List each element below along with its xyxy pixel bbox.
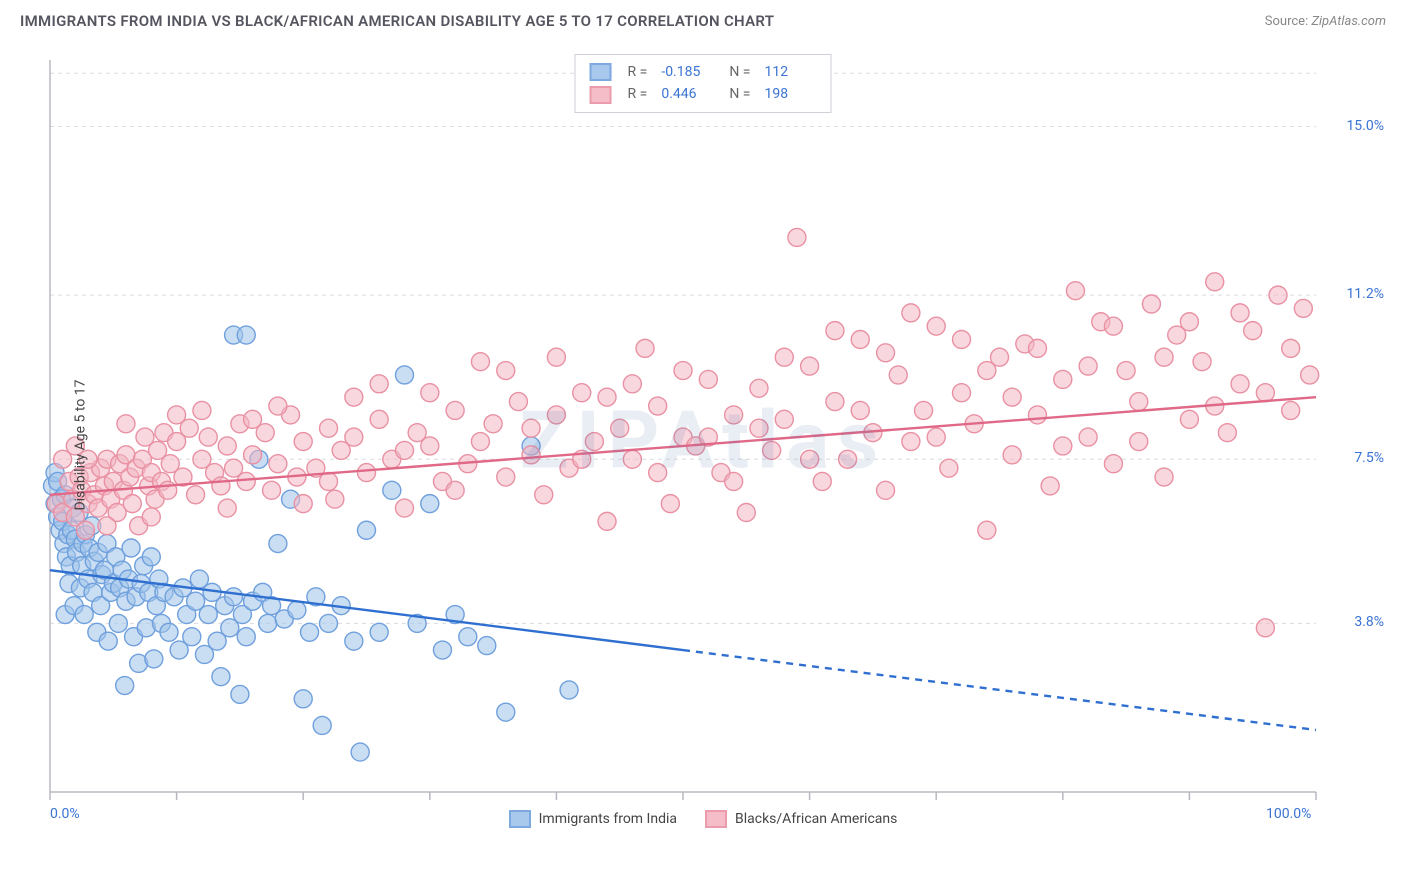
- r-label: R =: [628, 83, 648, 105]
- source-value: ZipAtlas.com: [1311, 14, 1386, 29]
- legend-row-series-0: R = -0.185 N = 112: [590, 61, 817, 83]
- legend-swatch-1: [590, 86, 612, 104]
- y-tick-label: 7.5%: [1354, 450, 1384, 466]
- n-value-0: 112: [764, 61, 816, 83]
- x-axis-min-label: 0.0%: [50, 806, 80, 822]
- chart-area: Disability Age 5 to 17 ZIPAtlas R = -0.1…: [20, 50, 1386, 840]
- n-value-1: 198: [764, 83, 816, 105]
- n-label: N =: [729, 61, 750, 83]
- chart-header: IMMIGRANTS FROM INDIA VS BLACK/AFRICAN A…: [0, 0, 1406, 38]
- chart-source: Source: ZipAtlas.com: [1265, 14, 1386, 29]
- legend-label-0: Immigrants from India: [539, 811, 677, 827]
- legend-row-series-1: R = 0.446 N = 198: [590, 83, 817, 105]
- r-value-1: 0.446: [661, 83, 713, 105]
- n-label: N =: [729, 83, 750, 105]
- series-legend: Immigrants from India Blacks/African Ame…: [20, 810, 1386, 828]
- legend-swatch-0: [590, 63, 612, 81]
- y-tick-label: 15.0%: [1346, 118, 1384, 134]
- y-tick-label: 11.2%: [1346, 286, 1384, 302]
- legend-swatch-bottom-0: [509, 810, 531, 828]
- r-value-0: -0.185: [661, 61, 713, 83]
- legend-item-0: Immigrants from India: [509, 810, 677, 828]
- y-axis-label: Disability Age 5 to 17: [73, 379, 89, 510]
- r-label: R =: [628, 61, 648, 83]
- correlation-legend: R = -0.185 N = 112 R = 0.446 N = 198: [575, 54, 832, 113]
- y-tick-label: 3.8%: [1354, 614, 1384, 630]
- scatter-plot-svg: [20, 50, 1386, 840]
- legend-label-1: Blacks/African Americans: [735, 811, 897, 827]
- x-axis-max-label: 100.0%: [1266, 806, 1311, 822]
- legend-swatch-bottom-1: [705, 810, 727, 828]
- chart-title: IMMIGRANTS FROM INDIA VS BLACK/AFRICAN A…: [20, 12, 774, 30]
- source-label: Source:: [1265, 14, 1308, 29]
- legend-item-1: Blacks/African Americans: [705, 810, 897, 828]
